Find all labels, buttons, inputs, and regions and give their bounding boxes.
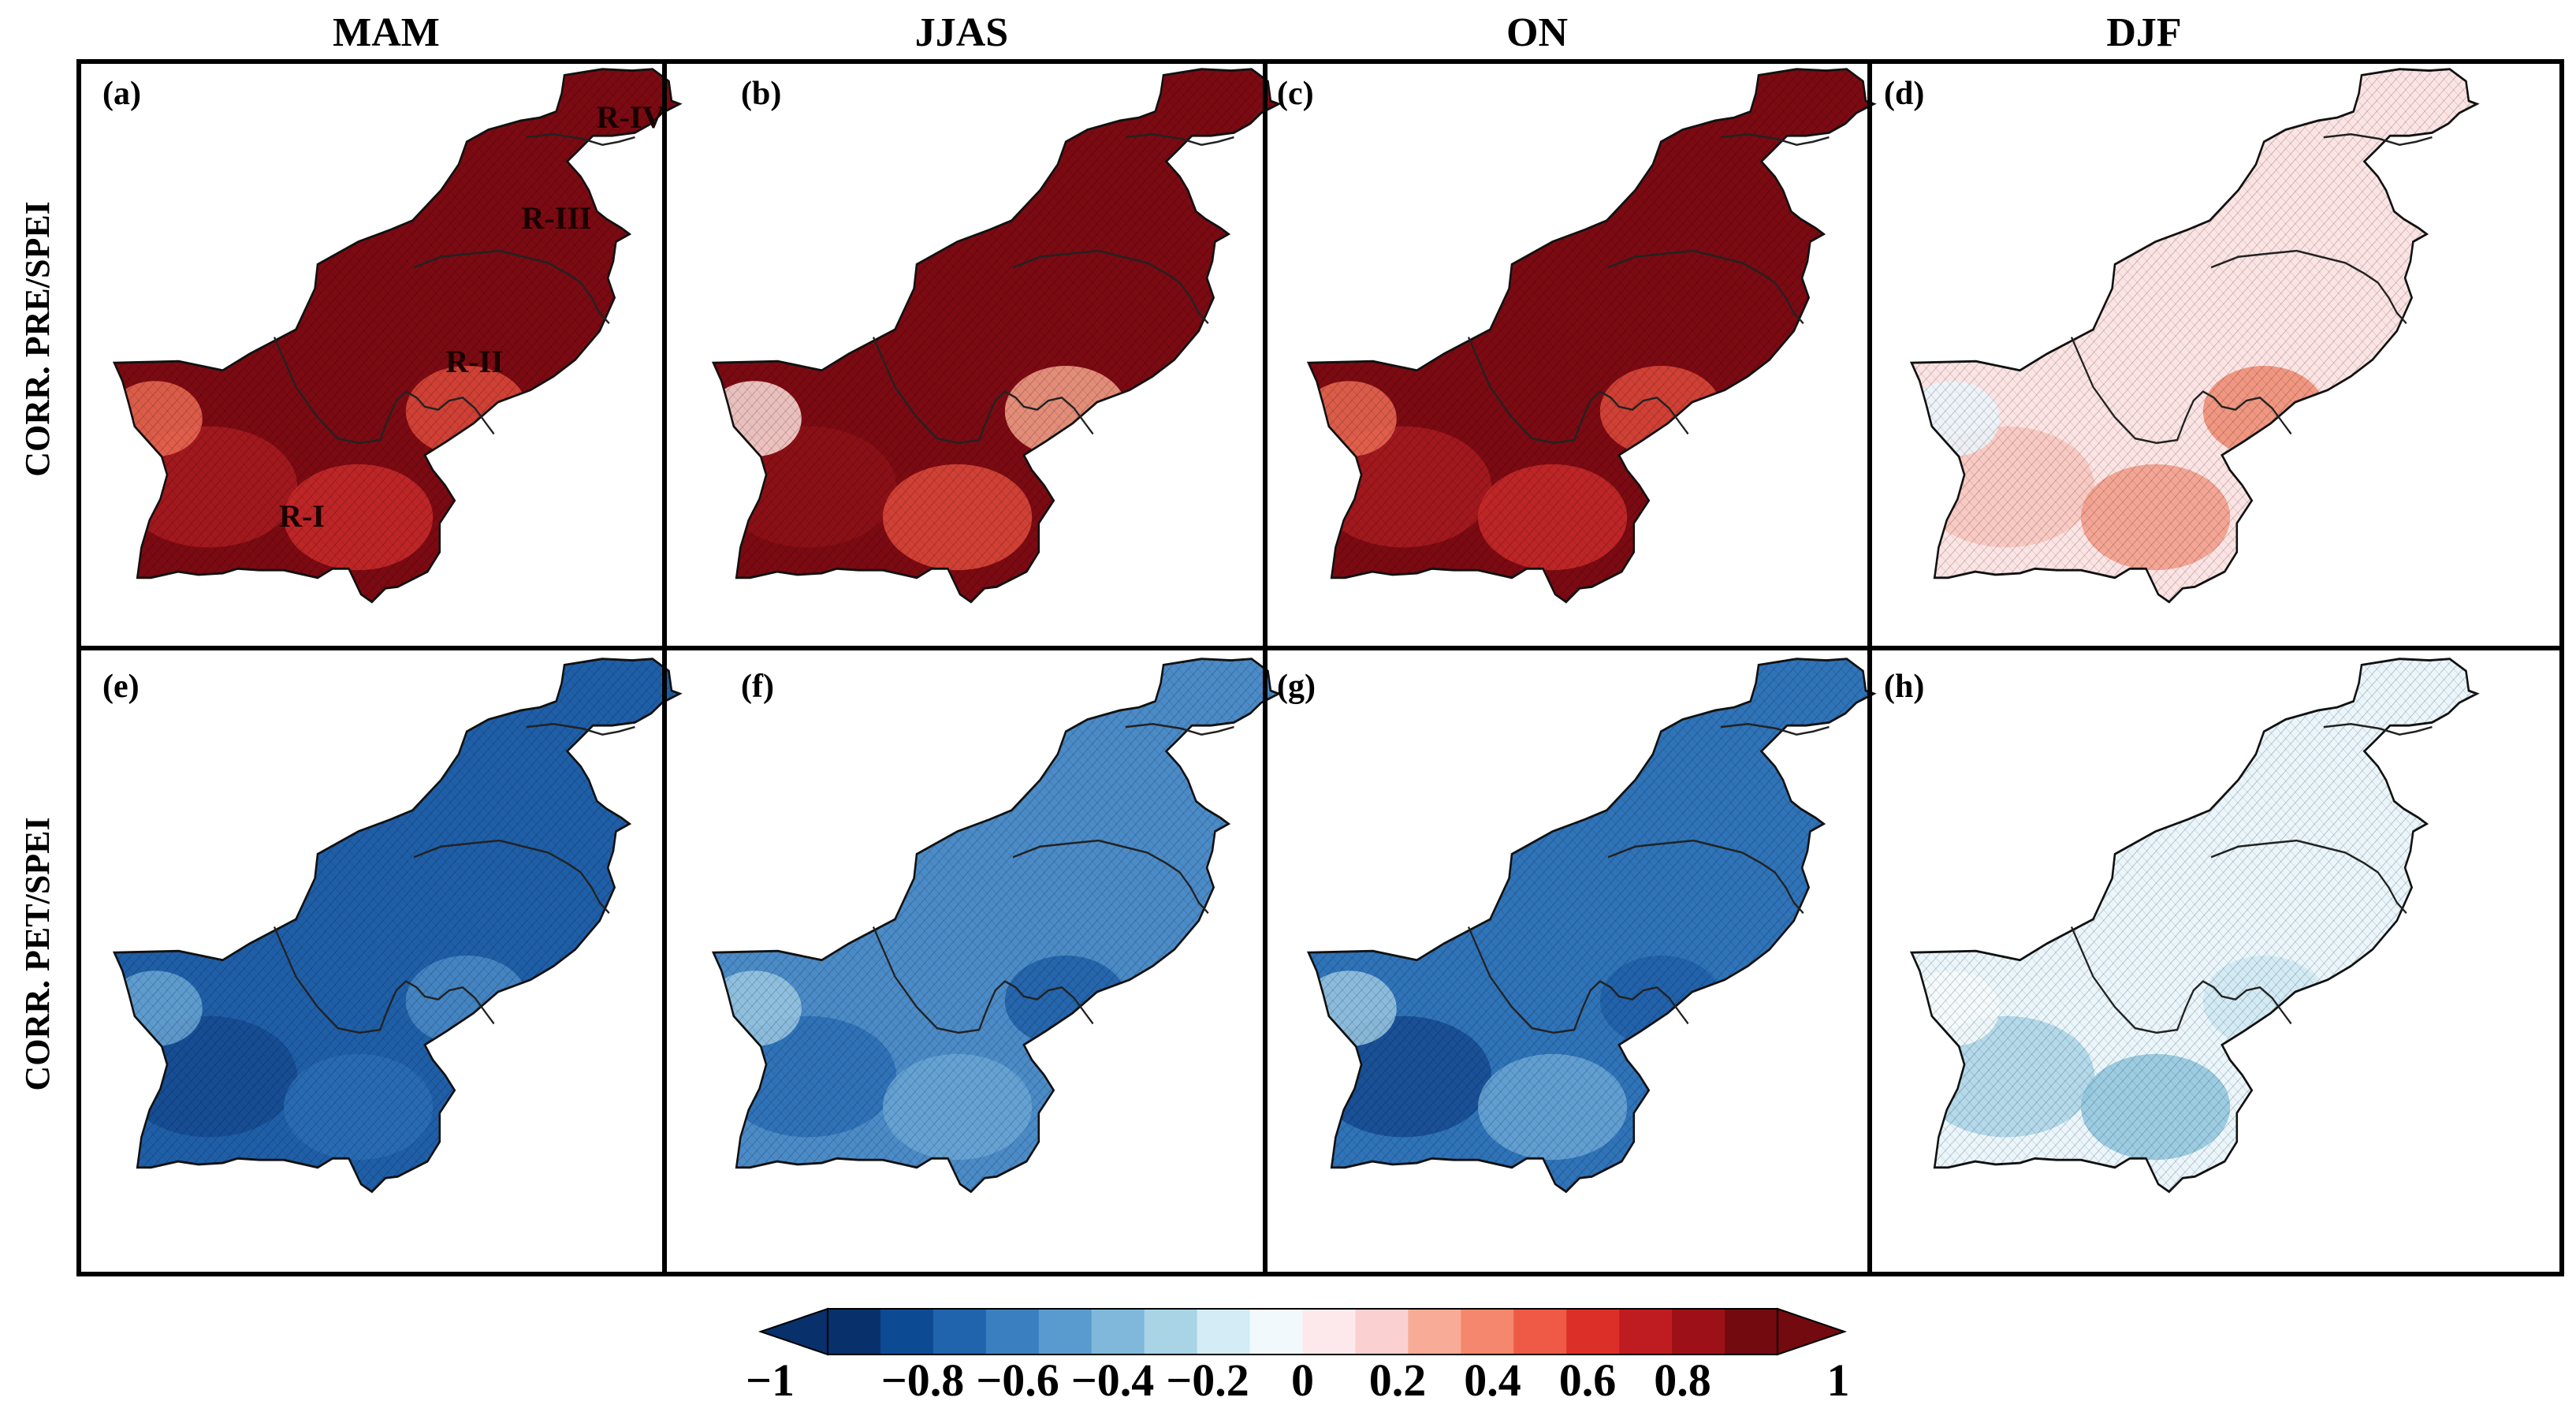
panel-label-h: (h) [1884, 669, 1924, 705]
colorbar-tick-label: 0.2 [1369, 1355, 1427, 1406]
map-panels: (a) (b) (c) (d) (e) (f) (g) (h) [102, 68, 2480, 1194]
map-panel-c [1306, 68, 1877, 604]
region-boundary-1 [2070, 336, 2292, 445]
panel-label-f: (f) [741, 669, 774, 705]
column-title-jjas: JJAS [915, 10, 1008, 55]
country-outline [1909, 68, 2480, 604]
colorbar-tick-label: 0.8 [1654, 1355, 1711, 1406]
map-panel-a [112, 68, 683, 604]
panel-label-c: (c) [1277, 76, 1314, 112]
region-boundary-1 [273, 336, 495, 445]
colorbar-tick-label: −0.6 [976, 1355, 1059, 1406]
map-panel-f [711, 658, 1282, 1194]
colorbar-frame [827, 1308, 1778, 1355]
region-boundary-2 [2210, 839, 2407, 915]
colorbar-segment [880, 1309, 934, 1355]
panel-label-b: (b) [741, 76, 781, 112]
panel-label-g: (g) [1277, 669, 1316, 705]
colorbar-segment [1355, 1309, 1409, 1355]
colorbar-segment [932, 1309, 987, 1355]
region-label-r-iii: R-III [522, 200, 592, 236]
colorbar-segment [1038, 1309, 1093, 1355]
map-panel-e [112, 658, 683, 1194]
colorbar-segment [1091, 1309, 1145, 1355]
region-boundary-1 [2070, 926, 2292, 1034]
map-panel-d [1909, 68, 2480, 604]
region-boundary-2 [1012, 839, 1209, 915]
colorbar-tick-label: −0.2 [1166, 1355, 1249, 1406]
colorbar-segment [1619, 1309, 1673, 1355]
region-boundary-1 [1467, 926, 1689, 1034]
region-boundary-2 [2210, 249, 2407, 325]
region-boundary-3 [2323, 722, 2433, 736]
region-boundary-3 [526, 722, 635, 736]
region-boundary-3 [2323, 132, 2433, 146]
colorbar-tick-label: −0.8 [881, 1355, 965, 1406]
colorbar-tick-label: −1 [746, 1355, 795, 1406]
map-panel-g [1306, 658, 1877, 1194]
region-label-r-iv: R-IV [597, 99, 665, 135]
country-outline [112, 658, 683, 1194]
colorbar-tick-label: 0 [1291, 1355, 1314, 1406]
region-label-r-ii: R-II [445, 344, 503, 379]
colorbar-tick-label: 0.6 [1559, 1355, 1617, 1406]
figure-frame [76, 59, 2564, 1276]
country-outline [1306, 68, 1877, 604]
colorbar-segment [1672, 1309, 1725, 1355]
country-outline [112, 68, 683, 604]
colorbar-tick-label: 0.4 [1464, 1355, 1521, 1406]
country-outline [1306, 658, 1877, 1194]
colorbar-segment [1249, 1309, 1303, 1355]
column-title-djf: DJF [2106, 10, 2181, 55]
country-outline [711, 68, 1282, 604]
country-outline [1909, 658, 2480, 1194]
region-boundary-2 [1012, 249, 1209, 325]
colorbar-tick-label: −0.4 [1071, 1355, 1155, 1406]
colorbar-segment [1144, 1309, 1198, 1355]
colorbar-segment [1302, 1309, 1356, 1355]
colorbar-tick-label: 1 [1827, 1355, 1850, 1406]
region-boundary-1 [1467, 336, 1689, 445]
colorbar-segment [1513, 1309, 1567, 1355]
panel-label-a: (a) [102, 76, 141, 112]
region-label-r-i: R-I [279, 498, 325, 534]
colorbar: −1 −0.8 −0.6 −0.4 −0.2 0 0.2 0.4 0.6 0.8 1 [746, 1307, 1850, 1406]
region-boundary-3 [1125, 132, 1234, 146]
region-boundary-3 [1720, 722, 1830, 736]
region-boundary-3 [526, 132, 635, 146]
region-boundary-1 [872, 926, 1094, 1034]
region-boundary-2 [413, 249, 610, 325]
colorbar-max-extend [1777, 1307, 1848, 1356]
column-title-on: ON [1506, 10, 1568, 55]
region-boundary-3 [1125, 722, 1234, 736]
panel-grid [76, 59, 2564, 1276]
colorbar-min-extend [758, 1307, 828, 1356]
region-boundary-2 [413, 839, 610, 915]
colorbar-segment [985, 1309, 1040, 1355]
colorbar-segment [1197, 1309, 1251, 1355]
region-boundary-1 [273, 926, 495, 1034]
map-panel-b [711, 68, 1282, 604]
region-labels: R-IV R-III R-II R-I [279, 99, 664, 534]
region-boundary-2 [1607, 839, 1804, 915]
row-label-pet: CORR. PET/SPEI [18, 817, 57, 1090]
region-boundary-2 [1607, 249, 1804, 325]
region-boundary-3 [1720, 132, 1830, 146]
colorbar-segment [1461, 1309, 1514, 1355]
panel-label-e: (e) [102, 669, 140, 705]
country-outline [711, 658, 1282, 1194]
colorbar-segment [1725, 1309, 1778, 1355]
region-boundary-1 [872, 336, 1094, 445]
panel-label-d: (d) [1884, 76, 1924, 112]
row-label-pre: CORR. PRE/SPEI [18, 201, 57, 477]
colorbar-segment [1566, 1309, 1620, 1355]
column-title-mam: MAM [333, 10, 440, 55]
map-panel-h [1909, 658, 2480, 1194]
colorbar-segment [828, 1309, 881, 1355]
colorbar-segment [1408, 1309, 1461, 1355]
